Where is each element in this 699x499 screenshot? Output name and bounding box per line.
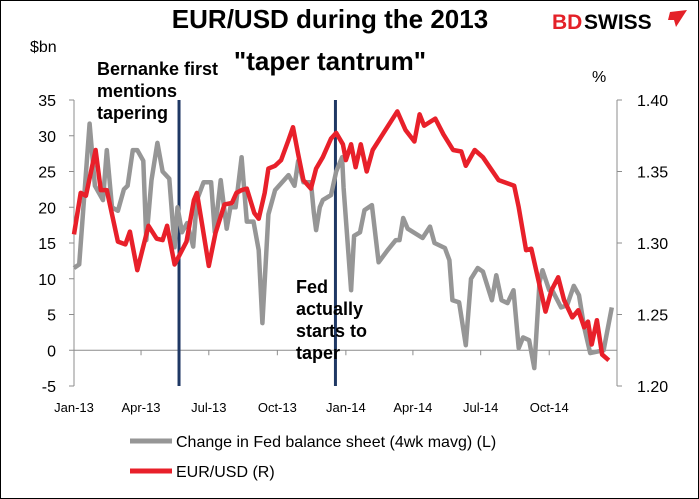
legend-label-fed: Change in Fed balance sheet (4wk mavg) (… bbox=[176, 434, 496, 451]
logo-cross-icon bbox=[668, 10, 687, 27]
x-tick-label: Jan-13 bbox=[54, 400, 94, 415]
y-left-tick-label: 35 bbox=[38, 93, 56, 110]
annotation-text: taper bbox=[296, 343, 340, 363]
y-left-tick-label: 5 bbox=[47, 308, 56, 325]
y-left-tick-label: 10 bbox=[38, 272, 56, 289]
annotation-text: starts to bbox=[296, 321, 367, 341]
y-left-tick-label: 30 bbox=[38, 129, 56, 146]
y-left-tick-label: 15 bbox=[38, 236, 56, 253]
y-right-label: % bbox=[592, 69, 606, 86]
x-tick-label: Oct-14 bbox=[530, 400, 569, 415]
x-tick-label: Oct-13 bbox=[258, 400, 297, 415]
x-tick-label: Jul-13 bbox=[191, 400, 226, 415]
annotation-text: Bernanke first bbox=[97, 59, 218, 79]
y-left-tick-label: -5 bbox=[42, 379, 56, 396]
y-right-tick-label: 1.40 bbox=[637, 93, 668, 110]
y-right-tick-label: 1.20 bbox=[637, 379, 668, 396]
annotation-text: tapering bbox=[97, 103, 168, 123]
legend-label-eurusd: EUR/USD (R) bbox=[176, 464, 275, 481]
logo-swiss: SWISS bbox=[584, 11, 652, 34]
y-left-tick-label: 20 bbox=[38, 200, 56, 217]
legend: Change in Fed balance sheet (4wk mavg) (… bbox=[130, 434, 496, 481]
x-tick-label: Apr-14 bbox=[393, 400, 432, 415]
y-left-tick-label: 25 bbox=[38, 165, 56, 182]
y-right-tick-label: 1.35 bbox=[637, 165, 668, 182]
y-left-tick-label: 0 bbox=[47, 343, 56, 360]
annotation-text: Fed bbox=[296, 277, 328, 297]
y-left-label: $bn bbox=[30, 39, 57, 56]
annotation-text: mentions bbox=[97, 81, 177, 101]
y-right-tick-label: 1.30 bbox=[637, 236, 668, 253]
annotation-text: actually bbox=[296, 299, 363, 319]
series-fed-balance-sheet bbox=[72, 121, 615, 371]
logo-bd: BD bbox=[552, 11, 582, 34]
bdswiss-logo: BD SWISS bbox=[552, 10, 687, 34]
x-tick-label: Jul-14 bbox=[463, 400, 498, 415]
y-right-tick-label: 1.25 bbox=[637, 308, 668, 325]
series-eurusd bbox=[71, 109, 611, 363]
x-tick-label: Jan-14 bbox=[326, 400, 366, 415]
chart-title-line-1: EUR/USD during the 2013 bbox=[172, 4, 488, 34]
x-tick-label: Apr-13 bbox=[122, 400, 161, 415]
chart-title-line-2: "taper tantrum" bbox=[234, 46, 426, 76]
